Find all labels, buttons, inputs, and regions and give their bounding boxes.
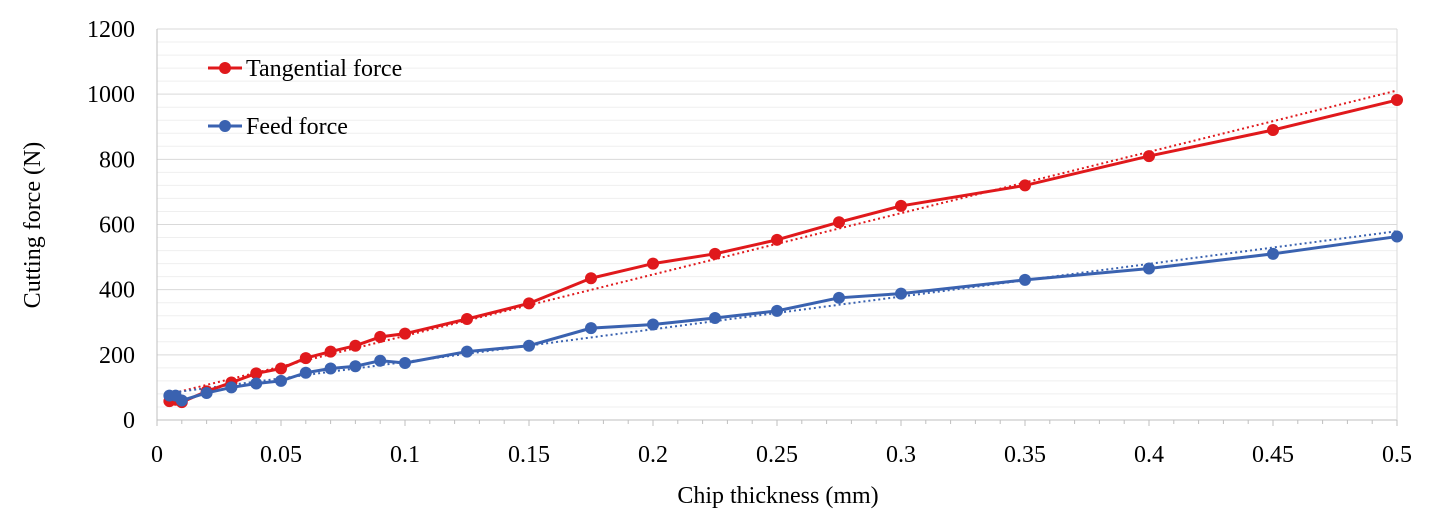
data-point-tangential [250,367,263,380]
data-point-feed [523,339,535,352]
data-point-feed [709,312,721,325]
data-point-feed [324,362,337,375]
data-point-tangential [275,362,287,375]
axes [156,29,1398,426]
x-tick-label: 0.2 [638,442,668,468]
x-tick-label: 0.25 [756,442,798,468]
data-point-tangential [324,345,337,358]
data-point-tangential [771,233,783,246]
trendline-feed [169,230,1398,395]
data-point-feed [250,377,263,390]
legend: Tangential force Feed force [208,56,402,140]
data-point-tangential [1143,150,1155,163]
y-tick-label: 1000 [87,82,135,108]
data-point-feed [349,360,362,373]
data-point-tangential [1019,179,1031,192]
data-point-feed [200,386,213,399]
trendlines [169,89,1398,396]
data-point-tangential [299,352,312,365]
y-tick-labels: 0 200 400 600 800 1000 1200 [87,17,135,434]
legend-marker-tangential [219,62,231,74]
data-point-feed [275,374,287,387]
data-point-feed [1391,230,1403,243]
data-point-feed [1143,262,1155,275]
data-point-feed [399,356,411,369]
x-tick-label: 0.15 [508,442,550,468]
x-axis-title: Chip thickness (mm) [677,483,878,509]
data-point-feed [461,345,473,358]
data-point-feed [175,394,188,407]
x-tick-label: 0.05 [260,442,302,468]
legend-marker-feed [219,120,231,132]
x-tick-label: 0.1 [390,442,420,468]
y-tick-label: 800 [99,147,135,173]
data-point-tangential [1267,124,1279,137]
data-point-feed [585,322,597,335]
data-point-tangential [523,297,535,310]
x-tick-label: 0 [151,442,163,468]
x-tick-label: 0.45 [1252,442,1294,468]
data-point-tangential [895,199,907,212]
y-tick-label: 400 [99,278,135,304]
data-point-tangential [349,339,362,352]
y-tick-label: 1200 [87,17,135,43]
data-point-tangential [647,257,659,270]
data-point-tangential [833,216,845,229]
data-point-tangential [461,312,473,325]
data-point-feed [895,287,907,300]
data-point-feed [1019,273,1031,286]
x-tick-label: 0.35 [1004,442,1046,468]
data-series [163,94,1403,409]
legend-label-feed: Feed force [246,114,348,140]
x-tick-labels: 0 0.05 0.1 0.15 0.2 0.25 0.3 0.35 0.4 0.45 0.5 [151,442,1412,468]
legend-label-tangential: Tangential force [246,56,402,82]
data-point-tangential [1391,94,1403,107]
data-point-feed [374,354,387,367]
y-axis-title: Cutting force (N) [20,142,46,309]
data-point-feed [225,381,238,394]
x-tick-label: 0.5 [1382,442,1412,468]
x-tick-label: 0.4 [1134,442,1164,468]
data-point-feed [833,291,845,304]
data-point-feed [1267,247,1279,260]
data-point-tangential [399,327,411,340]
data-point-feed [647,318,659,331]
data-point-feed [299,366,312,379]
y-tick-label: 200 [99,343,135,369]
data-point-tangential [374,330,387,343]
data-point-feed [771,304,783,317]
data-point-tangential [709,247,721,260]
x-tick-label: 0.3 [886,442,916,468]
y-tick-label: 600 [99,213,135,239]
y-tick-label: 0 [123,408,135,434]
trendline-tangential [169,89,1398,396]
data-point-tangential [585,272,597,285]
